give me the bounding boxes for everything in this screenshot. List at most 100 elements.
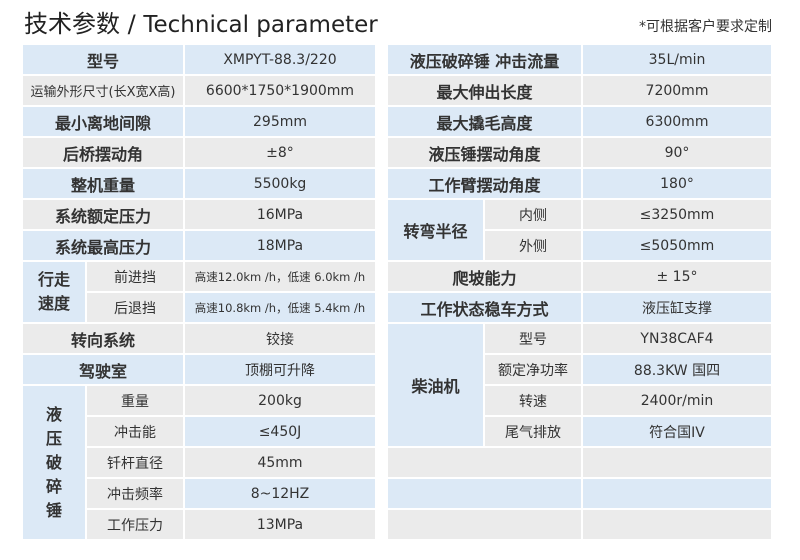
spec-label: 最大撬毛高度 [388,107,581,136]
title-en: Technical parameter [143,12,378,38]
spec-sublabel: 型号 [485,324,581,353]
table-row: 最大伸出长度 7200mm [388,76,771,105]
spec-value: 7200mm [583,76,771,105]
spec-label: 工作状态稳车方式 [388,293,581,322]
spec-value: 295mm [185,107,375,136]
spec-sublabel: 尾气排放 [485,417,581,446]
spec-value: XMPYT-88.3/220 [185,45,375,74]
spec-value: 6600*1750*1900mm [185,76,375,105]
spec-value: ± 15° [583,262,771,291]
spec-label: 转向系统 [23,324,183,353]
spec-sublabel: 冲击频率 [87,479,183,508]
spec-label: 最小离地间隙 [23,107,183,136]
table-row: 最大撬毛高度 6300mm [388,107,771,136]
spec-label: 系统额定压力 [23,200,183,229]
spec-value: 200kg [185,386,375,415]
table-row: 最小离地间隙 295mm [23,107,375,136]
table-row: 行走速度 前进挡 高速12.0km /h，低速 6.0km /h [23,262,375,322]
spec-label: 后桥摆动角 [23,138,183,167]
table-row: 后桥摆动角 ±8° [23,138,375,167]
empty-row [388,510,771,539]
page-title: 技术参数 / Technical parameter [24,4,378,39]
table-row: 外侧 ≤5050mm [388,231,771,260]
spec-sublabel: 前进挡 [87,262,183,291]
table-row: 爬坡能力 ± 15° [388,262,771,291]
table-row: 工作压力 13MPa [23,510,375,539]
spec-value: 90° [583,138,771,167]
group-label: 行走速度 [23,262,85,322]
spec-value: ≤5050mm [583,231,771,260]
spec-label: 工作臂摆动角度 [388,169,581,198]
left-spec-table: 型号 XMPYT-88.3/220 运输外形尺寸(长X宽X高) 6600*1750*… [21,43,377,541]
spec-value: ≤3250mm [583,200,771,229]
spec-sublabel: 后退挡 [87,293,183,322]
empty-cell [583,510,771,539]
table-row: 冲击频率 8~12HZ [23,479,375,508]
spec-label: 整机重量 [23,169,183,198]
spec-sublabel: 内侧 [485,200,581,229]
spec-label: 驾驶室 [23,355,183,384]
table-row: 额定净功率 88.3KW 国四 [388,355,771,384]
spec-value: 顶棚可升降 [185,355,375,384]
table-row: 工作状态稳车方式 液压缸支撑 [388,293,771,322]
table-row: 转向系统 铰接 [23,324,375,353]
spec-label: 型号 [23,45,183,74]
table-row: 系统最高压力 18MPa [23,231,375,260]
spec-label: 系统最高压力 [23,231,183,260]
right-spec-table: 液压破碎锤 冲击流量 35L/min 最大伸出长度 7200mm 最大撬毛高度 630… [386,43,773,541]
spec-sublabel: 工作压力 [87,510,183,539]
spec-value: ±8° [185,138,375,167]
empty-row [388,479,771,508]
spec-sublabel: 外侧 [485,231,581,260]
table-row: 整机重量 5500kg [23,169,375,198]
table-row: 尾气排放 符合国IV [388,417,771,446]
spec-sublabel: 钎杆直径 [87,448,183,477]
spec-value: 35L/min [583,45,771,74]
spec-value: 88.3KW 国四 [583,355,771,384]
table-row: 转速 2400r/min [388,386,771,415]
spec-label: 最大伸出长度 [388,76,581,105]
group-label: 液压破碎锤 [23,386,85,539]
spec-value: 16MPa [185,200,375,229]
title-separator: / [127,10,136,38]
table-row: 钎杆直径 45mm [23,448,375,477]
group-label: 转弯半径 [388,200,483,260]
spec-value: 铰接 [185,324,375,353]
table-row: 转弯半径 内侧 ≤3250mm [388,200,771,260]
empty-cell [388,479,581,508]
spec-value: ≤450J [185,417,375,446]
table-row: 液压破碎锤 重量 200kg [23,386,375,539]
table-row: 柴油机 型号 YN38CAF4 [388,324,771,446]
spec-value: 18MPa [185,231,375,260]
spec-label: 运输外形尺寸(长X宽X高) [23,76,183,105]
table-row: 后退挡 高速10.8km /h，低速 5.4km /h [23,293,375,322]
spec-sublabel: 冲击能 [87,417,183,446]
spec-sublabel: 重量 [87,386,183,415]
spec-value: YN38CAF4 [583,324,771,353]
empty-row [388,448,771,477]
spec-sublabel: 转速 [485,386,581,415]
table-row: 系统额定压力 16MPa [23,200,375,229]
spec-value: 高速10.8km /h，低速 5.4km /h [185,293,375,322]
title-cn: 技术参数 [24,10,120,38]
empty-cell [388,448,581,477]
spec-value: 13MPa [185,510,375,539]
spec-value: 符合国IV [583,417,771,446]
table-row: 驾驶室 顶棚可升降 [23,355,375,384]
spec-value: 5500kg [185,169,375,198]
spec-value: 2400r/min [583,386,771,415]
empty-cell [388,510,581,539]
table-row: 液压锤摆动角度 90° [388,138,771,167]
spec-label: 爬坡能力 [388,262,581,291]
empty-cell [583,479,771,508]
table-row: 型号 XMPYT-88.3/220 [23,45,375,74]
spec-value: 6300mm [583,107,771,136]
spec-value: 45mm [185,448,375,477]
group-label: 柴油机 [388,324,483,446]
spec-value: 液压缸支撑 [583,293,771,322]
spec-value: 高速12.0km /h，低速 6.0km /h [185,262,375,291]
empty-cell [583,448,771,477]
spec-label: 液压破碎锤 冲击流量 [388,45,581,74]
table-row: 运输外形尺寸(长X宽X高) 6600*1750*1900mm [23,76,375,105]
table-row: 冲击能 ≤450J [23,417,375,446]
